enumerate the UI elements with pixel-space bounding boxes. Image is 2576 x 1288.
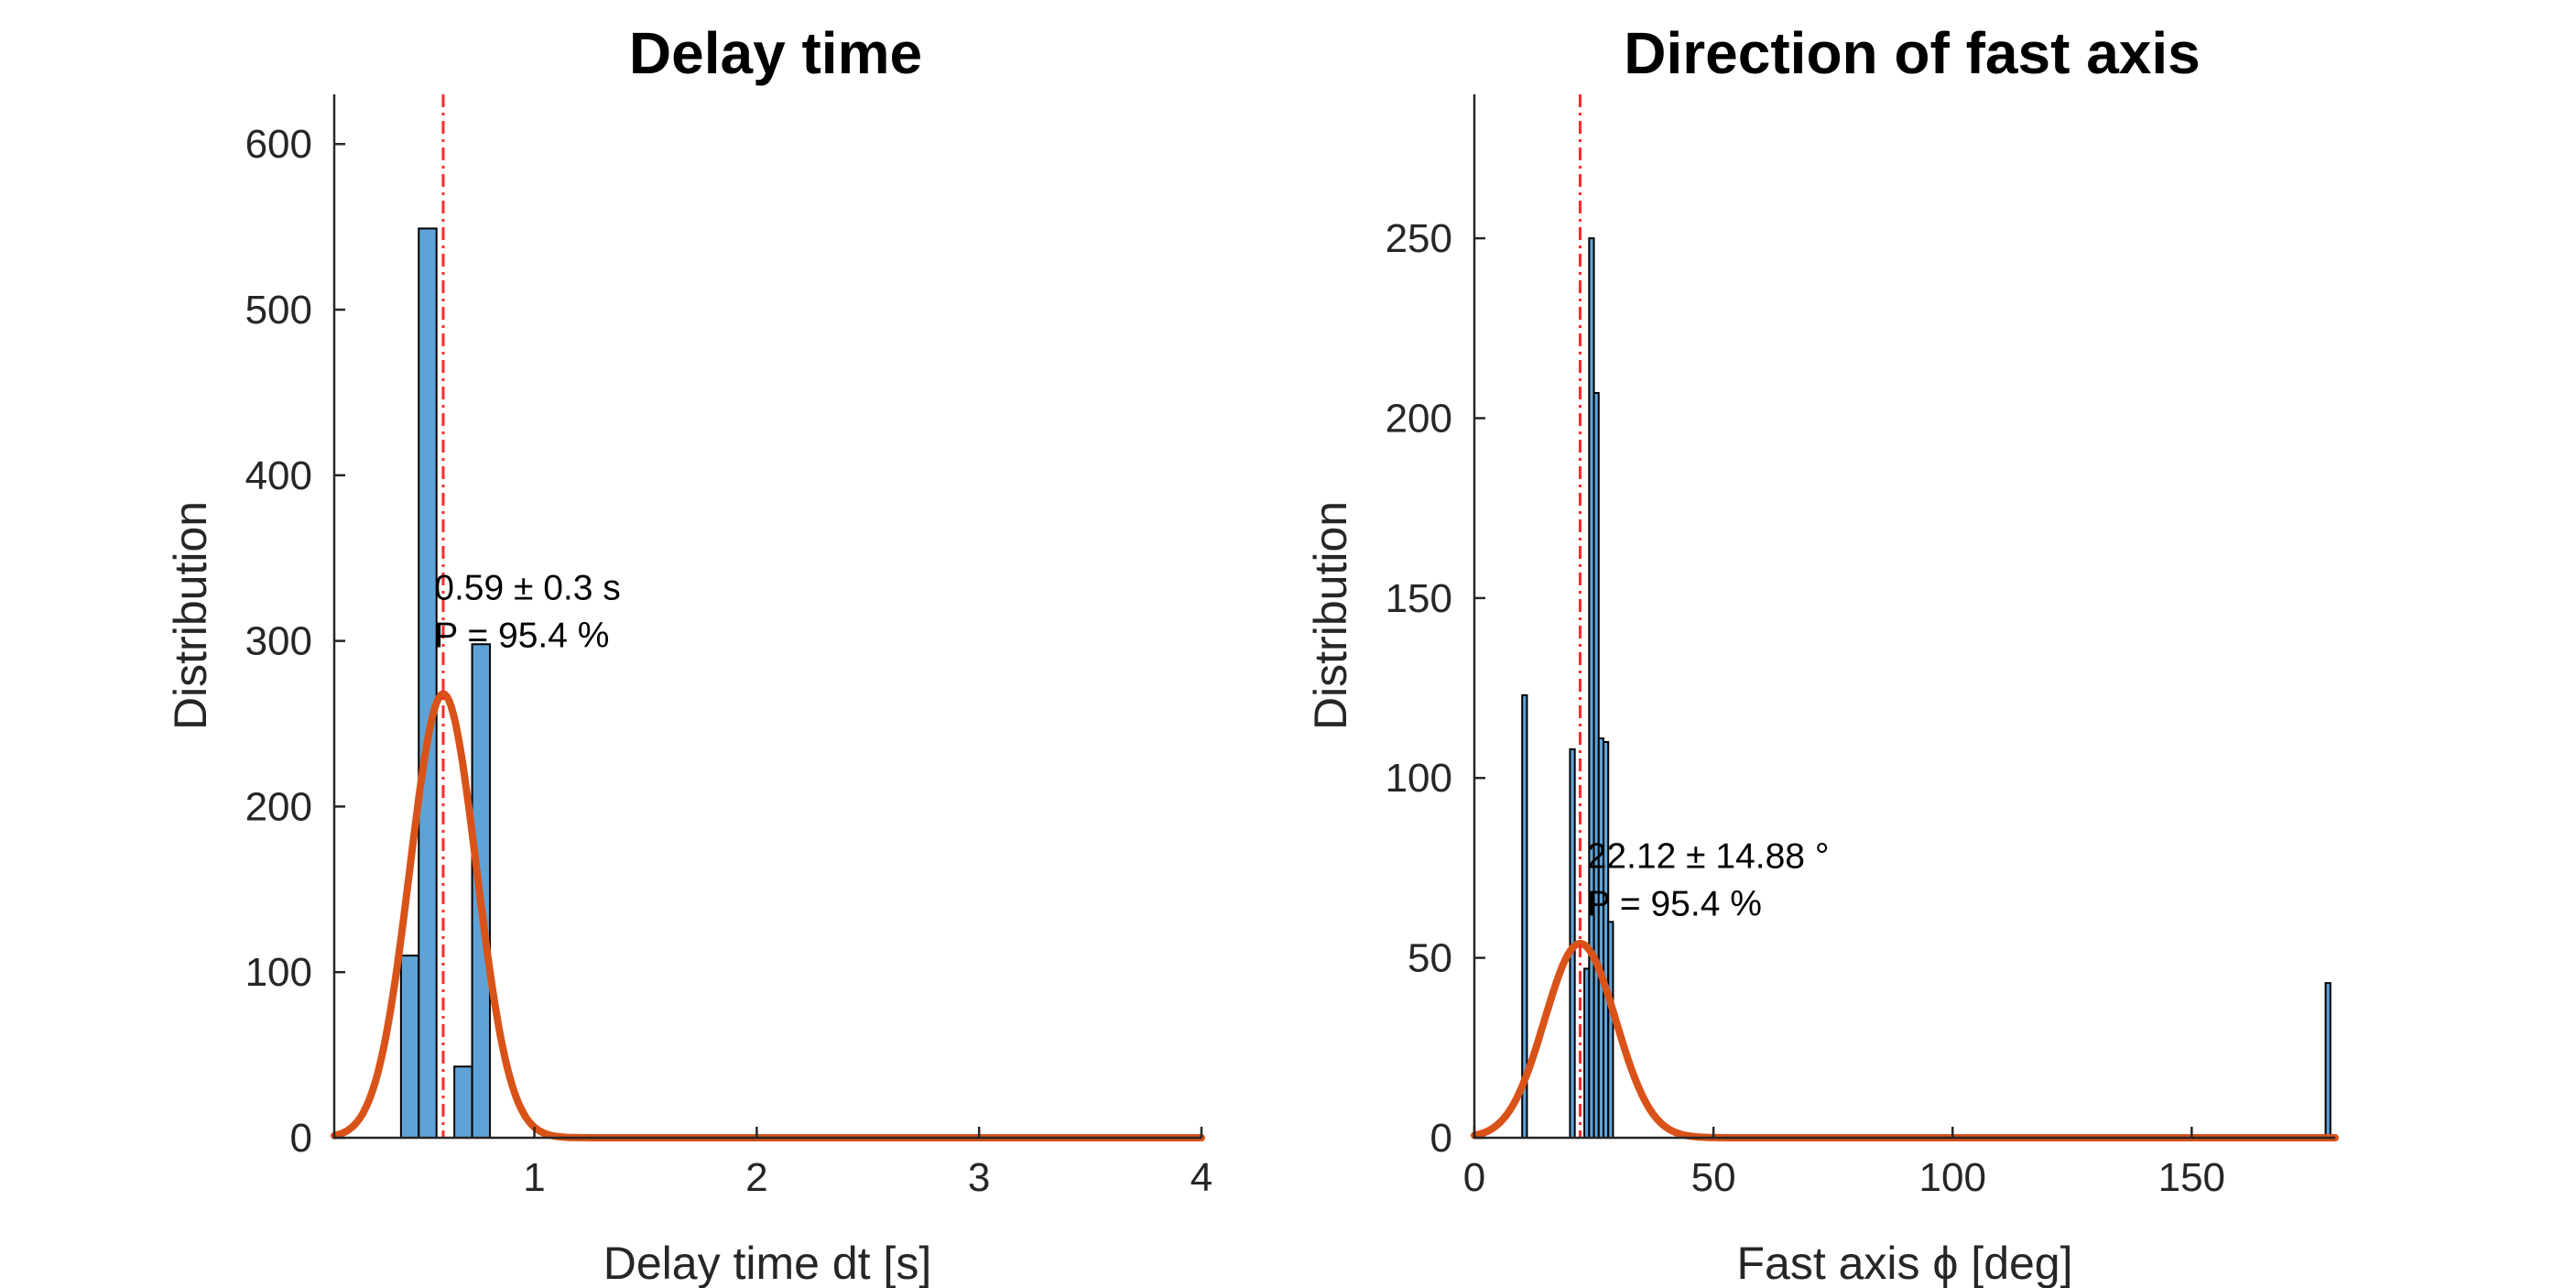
- y-tick-label: 250: [1386, 216, 1452, 261]
- y-tick-label: 0: [1430, 1116, 1452, 1161]
- histogram-bar: [418, 227, 438, 1139]
- annotation-line-2: P = 95.4 %: [434, 616, 609, 655]
- y-tick-label: 500: [245, 288, 312, 333]
- fast-axis-chart: Direction of fast axis 0 50 100 150 0 50 100 1…: [1305, 20, 2339, 1288]
- y-ticks: 0 50 100 150 200 250: [1386, 216, 1485, 1161]
- histogram-bar: [2324, 982, 2331, 1139]
- y-tick-label: 300: [245, 619, 312, 664]
- y-tick-label: 100: [245, 950, 312, 995]
- histogram-bars: [399, 227, 491, 1140]
- annotation-line-2: P = 95.4 %: [1587, 884, 1762, 923]
- y-tick-label: 100: [1386, 756, 1452, 801]
- x-tick-label: 0: [1463, 1155, 1485, 1200]
- x-axis-label: Fast axis ϕ [deg]: [1736, 1238, 2072, 1288]
- y-tick-label: 0: [290, 1116, 312, 1161]
- chart-title: Direction of fast axis: [1624, 20, 2201, 86]
- histogram-bars: [1521, 237, 2331, 1140]
- x-ticks: 1 2 3 4: [523, 1127, 1212, 1200]
- x-tick-label: 3: [968, 1155, 990, 1200]
- chart-title: Delay time: [629, 20, 922, 86]
- x-tick-label: 4: [1190, 1155, 1212, 1200]
- y-tick-label: 200: [245, 784, 312, 829]
- histogram-bar: [399, 955, 420, 1139]
- annotation-line-1: 0.59 ± 0.3 s: [434, 568, 621, 607]
- y-axis-label: Distribution: [165, 501, 216, 730]
- y-ticks: 0 100 200 300 400 500 600: [245, 122, 345, 1161]
- x-tick-label: 1: [523, 1155, 545, 1200]
- histogram-bar: [453, 1065, 473, 1140]
- x-tick-label: 150: [2158, 1155, 2225, 1200]
- x-tick-label: 50: [1691, 1155, 1736, 1200]
- delay-time-chart: Delay time 1 2 3 4 0 100 200 300 400 500 600 Dela…: [165, 20, 1212, 1288]
- y-tick-label: 200: [1386, 396, 1452, 441]
- y-tick-label: 600: [245, 122, 312, 167]
- x-axis-label: Delay time dt [s]: [603, 1238, 931, 1288]
- annotation-line-1: 22.12 ± 14.88 °: [1587, 836, 1830, 876]
- x-ticks: 0 50 100 150: [1463, 1127, 2225, 1200]
- y-tick-label: 50: [1408, 936, 1452, 981]
- y-axis-label: Distribution: [1305, 501, 1356, 730]
- y-tick-label: 400: [245, 453, 312, 498]
- x-tick-label: 2: [745, 1155, 767, 1200]
- y-tick-label: 150: [1386, 576, 1452, 621]
- x-tick-label: 100: [1919, 1155, 1986, 1200]
- histogram-bar: [1607, 921, 1614, 1140]
